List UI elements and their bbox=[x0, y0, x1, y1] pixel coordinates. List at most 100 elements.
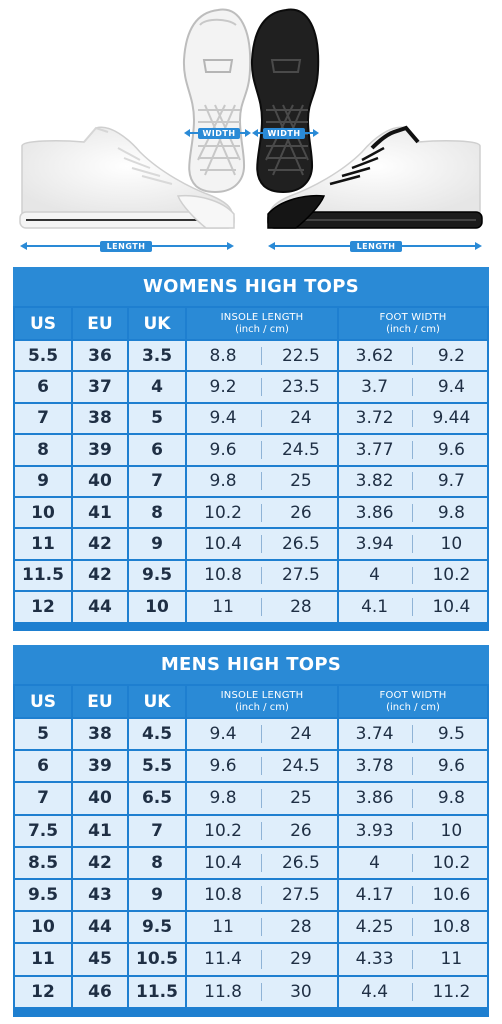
white-sole-top-view bbox=[182, 8, 252, 193]
size-uk-cell: 3.5 bbox=[129, 341, 185, 371]
column-header-label: INSOLE LENGTH bbox=[220, 689, 304, 701]
insole-inch-value: 9.4 bbox=[209, 724, 237, 745]
size-uk-cell: 9.5 bbox=[129, 912, 185, 943]
insole-length-cell: 11.8 30 bbox=[187, 976, 337, 1007]
size-eu-cell: 38 bbox=[73, 403, 127, 434]
cell-divider bbox=[412, 378, 414, 396]
insole-inch-value: 10.2 bbox=[204, 820, 242, 841]
insole-cm-value: 24 bbox=[290, 724, 312, 745]
size-eu-cell: 46 bbox=[73, 976, 127, 1007]
column-header-unit: (inch / cm) bbox=[235, 323, 289, 335]
size-eu-cell: 36 bbox=[73, 341, 127, 371]
cell-divider bbox=[412, 821, 414, 840]
width-cm-value: 10.6 bbox=[432, 885, 471, 906]
width-inch-value: 3.7 bbox=[361, 377, 389, 398]
width-cm-value: 9.4 bbox=[437, 377, 465, 398]
insole-cm-value: 25 bbox=[290, 471, 312, 492]
foot-width-cell: 3.72 9.44 bbox=[339, 403, 487, 434]
foot-width-cell: 3.94 10 bbox=[339, 529, 487, 559]
column-header-us: US bbox=[15, 308, 71, 339]
size-uk-cell: 11.5 bbox=[129, 976, 185, 1007]
width-cm-value: 10.2 bbox=[432, 565, 471, 586]
width-inch-value: 3.74 bbox=[355, 724, 394, 745]
size-uk-cell: 5 bbox=[129, 403, 185, 434]
size-eu-cell: 40 bbox=[73, 783, 127, 814]
insole-length-cell: 9.6 24.5 bbox=[187, 751, 337, 782]
cell-divider bbox=[261, 346, 263, 365]
insole-inch-value: 9.6 bbox=[209, 439, 237, 460]
cell-divider bbox=[412, 409, 414, 428]
size-us-cell: 10 bbox=[15, 498, 71, 528]
insole-cm-value: 26.5 bbox=[281, 852, 320, 873]
size-us-cell: 7.5 bbox=[15, 815, 71, 846]
womens-size-table: WOMENS HIGH TOPS US EU UK INSOLE LENGTH (inch… bbox=[13, 267, 489, 631]
cell-divider bbox=[261, 503, 263, 522]
insole-cm-value: 28 bbox=[290, 917, 312, 938]
column-header-insole-length: INSOLE LENGTH (inch / cm) bbox=[187, 686, 337, 717]
insole-inch-value: 10.4 bbox=[204, 534, 242, 555]
size-uk-cell: 7 bbox=[129, 466, 185, 496]
size-us-cell: 9 bbox=[15, 466, 71, 496]
insole-length-cell: 10.2 26 bbox=[187, 815, 337, 846]
width-cm-value: 9.8 bbox=[437, 788, 465, 809]
cell-divider bbox=[261, 982, 263, 1001]
width-inch-value: 3.78 bbox=[355, 756, 394, 777]
width-inch-value: 4 bbox=[369, 565, 380, 586]
cell-divider bbox=[261, 409, 263, 428]
insole-inch-value: 10.8 bbox=[204, 565, 242, 586]
width-cm-value: 10 bbox=[440, 820, 463, 841]
cell-divider bbox=[412, 789, 414, 808]
insole-inch-value: 11.4 bbox=[204, 949, 242, 970]
insole-length-cell: 9.4 24 bbox=[187, 719, 337, 750]
width-label-right: WIDTH bbox=[263, 128, 305, 139]
size-us-cell: 11 bbox=[15, 529, 71, 559]
cell-divider bbox=[261, 789, 263, 808]
column-header-unit: (inch / cm) bbox=[386, 701, 440, 713]
size-uk-cell: 6.5 bbox=[129, 783, 185, 814]
insole-cm-value: 24.5 bbox=[281, 756, 320, 777]
width-cm-value: 10.4 bbox=[432, 596, 471, 617]
cell-divider bbox=[412, 441, 414, 459]
foot-width-cell: 3.93 10 bbox=[339, 815, 487, 846]
cell-divider bbox=[412, 566, 414, 585]
shoe-measurement-illustration: WIDTH WIDTH LENGTH LENGTH bbox=[0, 0, 502, 266]
size-us-cell: 11.5 bbox=[15, 560, 71, 591]
insole-cm-value: 27.5 bbox=[281, 885, 320, 906]
size-us-cell: 9.5 bbox=[15, 880, 71, 911]
insole-cm-value: 26 bbox=[290, 820, 312, 841]
size-uk-cell: 10.5 bbox=[129, 944, 185, 975]
insole-cm-value: 27.5 bbox=[281, 565, 320, 586]
width-inch-value: 3.62 bbox=[355, 345, 394, 366]
width-cm-value: 11 bbox=[440, 949, 463, 970]
insole-cm-value: 24.5 bbox=[281, 439, 320, 460]
insole-cm-value: 29 bbox=[290, 949, 312, 970]
cell-divider bbox=[261, 598, 263, 616]
size-eu-cell: 39 bbox=[73, 751, 127, 782]
width-inch-value: 4.17 bbox=[355, 885, 394, 906]
foot-width-cell: 3.82 9.7 bbox=[339, 466, 487, 496]
foot-width-cell: 4 10.2 bbox=[339, 560, 487, 591]
size-us-cell: 5 bbox=[15, 719, 71, 750]
insole-length-cell: 9.8 25 bbox=[187, 466, 337, 496]
insole-length-cell: 11.4 29 bbox=[187, 944, 337, 975]
white-high-top-shoe bbox=[19, 126, 235, 229]
insole-cm-value: 26.5 bbox=[281, 534, 320, 555]
cell-divider bbox=[412, 853, 414, 872]
insole-length-cell: 9.4 24 bbox=[187, 403, 337, 434]
cell-divider bbox=[261, 950, 263, 969]
size-eu-cell: 45 bbox=[73, 944, 127, 975]
size-us-cell: 10 bbox=[15, 912, 71, 943]
size-eu-cell: 37 bbox=[73, 372, 127, 402]
column-header-label: INSOLE LENGTH bbox=[220, 311, 304, 323]
cell-divider bbox=[412, 535, 414, 553]
cell-divider bbox=[412, 886, 414, 905]
insole-length-cell: 9.2 23.5 bbox=[187, 372, 337, 402]
width-cm-value: 10 bbox=[440, 534, 463, 555]
size-us-cell: 7 bbox=[15, 783, 71, 814]
insole-inch-value: 9.2 bbox=[209, 377, 237, 398]
size-us-cell: 6 bbox=[15, 751, 71, 782]
size-uk-cell: 5.5 bbox=[129, 751, 185, 782]
column-header-label: FOOT WIDTH bbox=[379, 311, 447, 323]
size-uk-cell: 9 bbox=[129, 529, 185, 559]
insole-cm-value: 22.5 bbox=[281, 345, 320, 366]
